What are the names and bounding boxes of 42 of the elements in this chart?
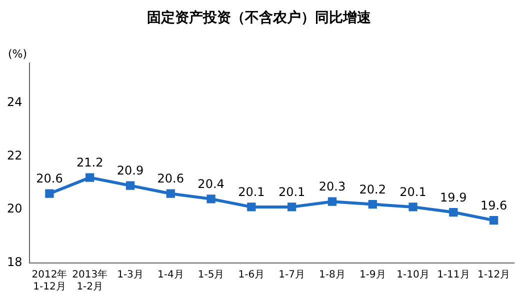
x-tick-label: 1-8月 bbox=[319, 270, 346, 281]
y-tick-label: 22 bbox=[6, 148, 22, 162]
data-label: 20.1 bbox=[238, 185, 265, 200]
point bbox=[206, 194, 216, 204]
point bbox=[368, 200, 377, 209]
y-tick-label: 20 bbox=[6, 202, 22, 216]
data-label: 19.6 bbox=[480, 198, 508, 212]
point bbox=[166, 189, 175, 198]
point bbox=[288, 202, 296, 212]
y-tick-label: 24 bbox=[6, 94, 22, 109]
x-tick-label: 1-9月 bbox=[359, 270, 386, 281]
data-label: 21.2 bbox=[76, 156, 104, 170]
x-tick-label: 1-5月 bbox=[198, 270, 224, 281]
data-label: 20.6 bbox=[36, 172, 63, 186]
point bbox=[86, 173, 94, 182]
data-label: 20.9 bbox=[116, 164, 144, 178]
point bbox=[126, 181, 135, 190]
point bbox=[45, 189, 54, 198]
x-tick-label: 2013年 1-2月 bbox=[72, 268, 108, 293]
x-tick-label: 1-4月 bbox=[157, 270, 184, 281]
y-tick-label: 18 bbox=[6, 255, 22, 270]
point bbox=[489, 216, 498, 225]
point bbox=[449, 208, 458, 217]
data-label: 20.1 bbox=[400, 185, 426, 200]
x-tick-label: 1-12月 bbox=[477, 270, 510, 281]
y-axis-title: (%) bbox=[8, 48, 28, 61]
chart-title: 固定资产投资（不含农户）同比增速 bbox=[147, 9, 372, 26]
data-label: 19.9 bbox=[440, 190, 467, 204]
x-tick-label: 2012年 1-12月 bbox=[32, 268, 68, 293]
x-tick-label: 1-3月 bbox=[117, 270, 144, 281]
x-tick-label: 1-11月 bbox=[437, 270, 470, 281]
data-label: 20.3 bbox=[318, 180, 346, 194]
data-label: 20.6 bbox=[157, 172, 184, 186]
x-tick-label: 1-10月 bbox=[396, 270, 430, 281]
x-tick-label: 1-6月 bbox=[238, 270, 265, 281]
point bbox=[247, 202, 256, 212]
data-label: 20.4 bbox=[198, 177, 224, 192]
point bbox=[328, 197, 337, 206]
point bbox=[408, 202, 418, 212]
data-label: 20.1 bbox=[278, 185, 306, 200]
x-tick-label: 1-7月 bbox=[278, 270, 306, 281]
data-label: 20.2 bbox=[359, 182, 386, 196]
